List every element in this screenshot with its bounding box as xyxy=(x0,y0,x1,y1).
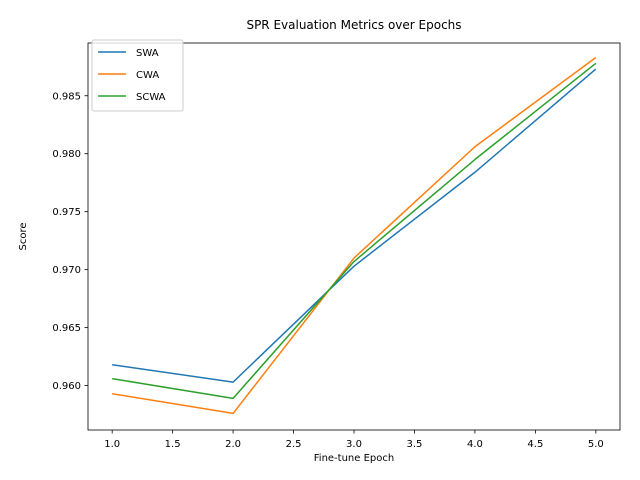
legend-label-cwa: CWA xyxy=(136,70,159,81)
x-tick-label: 3.0 xyxy=(346,439,362,450)
y-tick-label: 0.960 xyxy=(52,381,81,392)
legend-box xyxy=(91,39,184,112)
legend: SWA CWA SCWA xyxy=(91,39,184,112)
legend-label-scwa: SCWA xyxy=(136,92,166,103)
x-tick-label: 3.5 xyxy=(407,439,423,450)
x-axis-ticks: 1.0 1.5 2.0 2.5 3.0 3.5 4.0 4.5 5.0 xyxy=(104,430,604,450)
y-tick-label: 0.975 xyxy=(52,207,81,218)
y-tick-label: 0.985 xyxy=(52,91,81,102)
x-tick-label: 4.0 xyxy=(467,439,483,450)
series-lines xyxy=(112,56,597,415)
x-tick-label: 1.0 xyxy=(104,439,120,450)
series-line-swa xyxy=(112,68,597,383)
chart-title: SPR Evaluation Metrics over Epochs xyxy=(246,18,461,32)
legend-label-swa: SWA xyxy=(136,48,159,59)
x-axis-label: Fine-tune Epoch xyxy=(314,453,394,464)
series-line-scwa xyxy=(112,62,597,400)
x-tick-label: 4.5 xyxy=(527,439,543,450)
y-tick-label: 0.980 xyxy=(52,149,81,160)
x-tick-label: 2.5 xyxy=(286,439,302,450)
x-tick-label: 2.0 xyxy=(225,439,241,450)
y-tick-label: 0.970 xyxy=(52,265,81,276)
x-tick-label: 5.0 xyxy=(588,439,604,450)
plot-frame xyxy=(87,42,621,431)
x-tick-label: 1.5 xyxy=(165,439,181,450)
series-line-cwa xyxy=(112,56,597,415)
y-tick-label: 0.965 xyxy=(52,323,81,334)
y-axis-ticks: 0.960 0.965 0.970 0.975 0.980 0.985 xyxy=(52,91,88,392)
y-axis-label: Score xyxy=(18,222,29,250)
